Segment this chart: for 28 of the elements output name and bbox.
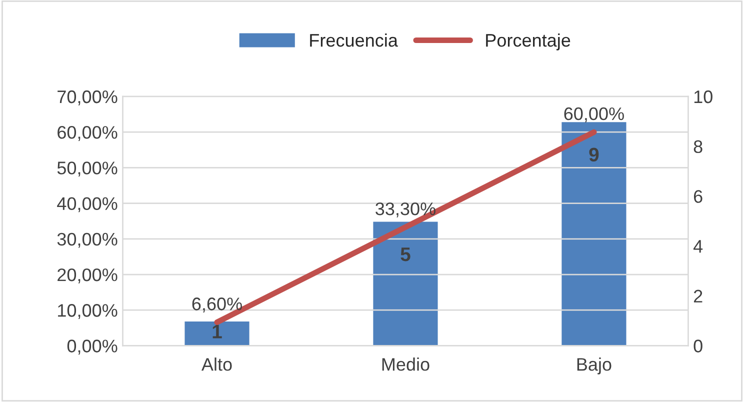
y2-tick-label: 6: [694, 190, 702, 203]
bar: [560, 120, 628, 346]
data-label: 9: [589, 148, 599, 162]
y2-tick-label: 10: [694, 90, 712, 104]
y-tick-label: 70,00%: [58, 90, 118, 106]
y2-tick-label: 4: [693, 240, 703, 253]
x-tick-label: Bajo: [577, 358, 612, 374]
data-label: 60,00%: [564, 107, 624, 122]
y2-tick-label: 8: [694, 140, 702, 154]
y2-tick-label: 0: [694, 340, 702, 352]
legend-label: Porcentaje: [486, 33, 570, 50]
x-tick-label: Medio: [382, 358, 430, 371]
data-label: 33,30%: [376, 202, 436, 218]
y-tick-label: 60,00%: [58, 126, 118, 141]
bar: [372, 220, 440, 346]
y2-tick-label: 2: [694, 290, 702, 302]
y-tick-label: 10,00%: [58, 304, 118, 319]
data-label: 5: [400, 248, 410, 262]
legend-label: Frecuencia: [310, 33, 398, 47]
data-label: 6,60%: [192, 298, 242, 312]
data-label: 1: [212, 324, 222, 338]
y-tick-label: 40,00%: [57, 197, 118, 212]
y-tick-label: 30,00%: [57, 232, 118, 248]
x-tick-label: Alto: [201, 358, 232, 371]
bar: [183, 320, 251, 346]
y-tick-label: 50,00%: [57, 162, 118, 177]
y-tick-label: 0,00%: [67, 340, 118, 355]
y-tick-label: 20,00%: [58, 268, 118, 284]
